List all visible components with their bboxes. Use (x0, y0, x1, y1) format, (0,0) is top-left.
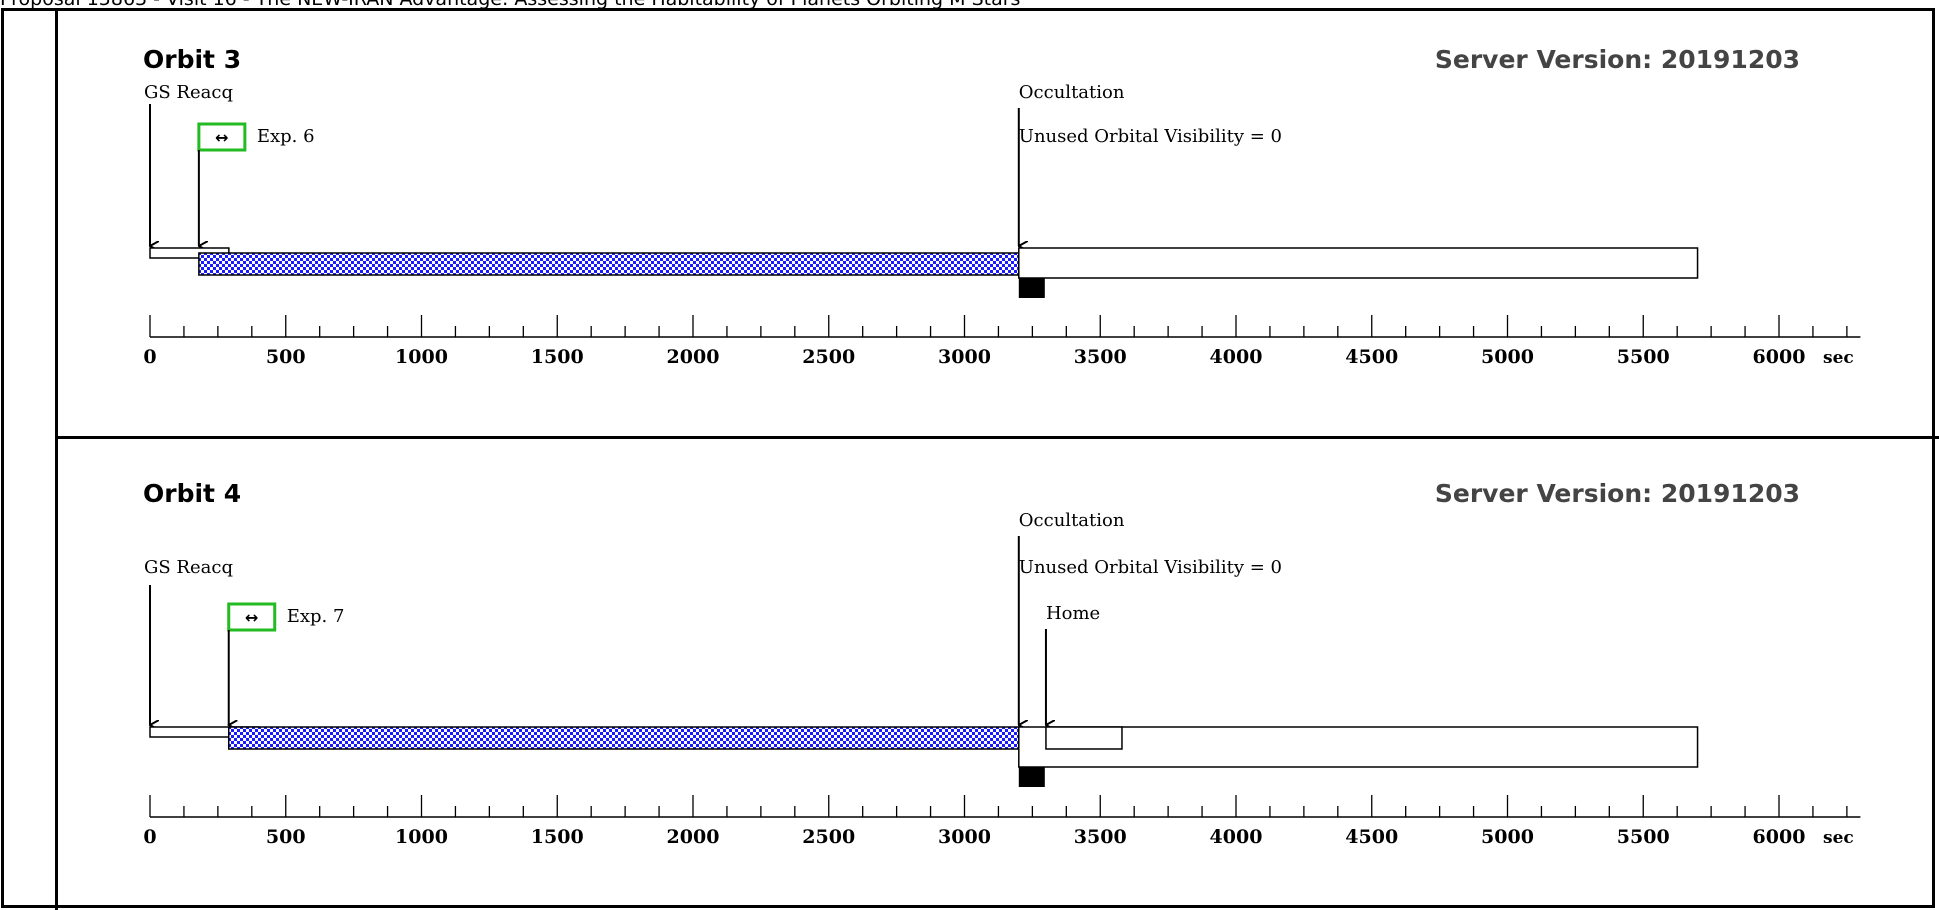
server-version: Server Version: 20191203 (1435, 479, 1800, 508)
exposure-icon: ↔ (215, 128, 228, 147)
tick-label: 0 (143, 826, 156, 848)
tick-label: 500 (266, 826, 306, 848)
unused-visibility-label: Unused Orbital Visibility = 0 (1019, 126, 1282, 147)
orbit-divider (55, 436, 1939, 439)
axis-unit-label: sec (1823, 348, 1854, 368)
exposure-label: Exp. 6 (257, 126, 315, 147)
exposure-box (227, 602, 277, 632)
tick-label: 4000 (1210, 826, 1263, 848)
exposure-bar (198, 252, 1020, 276)
tick-label: 3500 (1074, 826, 1127, 848)
tick-label: 3000 (938, 346, 991, 368)
tick-label: 2500 (802, 346, 855, 368)
tick-label: 3500 (1074, 346, 1127, 368)
tick-label: 4000 (1210, 346, 1263, 368)
occultation-label: Occultation (1019, 82, 1125, 103)
occultation-label: Occultation (1019, 510, 1125, 531)
orbit-title: Orbit 3 (143, 45, 241, 74)
home-label: Home (1046, 603, 1100, 624)
tick-label: 6000 (1753, 346, 1806, 368)
tick-label: 4500 (1345, 346, 1398, 368)
tick-label: 6000 (1753, 826, 1806, 848)
exposure-box (197, 122, 247, 152)
orbit-title: Orbit 4 (143, 479, 241, 508)
visibility-bar (1018, 247, 1699, 279)
tick-label: 5500 (1617, 346, 1670, 368)
orbit-panel-4: Orbit 4 Server Version: 20191203 GS Reacq ↔… (143, 479, 1861, 848)
tick-label: 1500 (531, 346, 584, 368)
timeline-frame (1, 8, 1935, 908)
tick-label: 1500 (531, 826, 584, 848)
exposure-bar (227, 726, 1020, 750)
tick-label: 500 (266, 346, 306, 368)
tick-label: 5500 (1617, 826, 1670, 848)
exposure-icon: ↔ (245, 608, 258, 627)
exposure-label: Exp. 7 (287, 606, 345, 627)
tick-label: 5000 (1481, 346, 1534, 368)
server-version: Server Version: 20191203 (1435, 45, 1800, 74)
tick-label: 4500 (1345, 826, 1398, 848)
tick-label: 1000 (395, 826, 448, 848)
occultation-block (1018, 767, 1045, 787)
axis-unit-label: sec (1823, 828, 1854, 848)
visibility-bar (1018, 726, 1699, 768)
occultation-block (1018, 278, 1045, 298)
tick-label: 3000 (938, 826, 991, 848)
tick-label: 2000 (667, 826, 720, 848)
proposal-title: Proposal 15863 - Visit 16 - The NEW-IRAN… (0, 0, 1020, 8)
tick-label: 1000 (395, 346, 448, 368)
left-margin-line (55, 8, 58, 910)
gs-reacq-label: GS Reacq (144, 82, 233, 103)
orbit-panel-3: Orbit 3 Server Version: 20191203 GS Reacq ↔… (143, 45, 1861, 368)
page-header: Proposal 15863 - Visit 16 - The NEW-IRAN… (0, 0, 1939, 8)
home-bar (1045, 726, 1123, 750)
tick-label: 2000 (667, 346, 720, 368)
tick-label: 5000 (1481, 826, 1534, 848)
tick-label: 0 (143, 346, 156, 368)
gs-reacq-label: GS Reacq (144, 557, 233, 578)
unused-visibility-label: Unused Orbital Visibility = 0 (1019, 557, 1282, 578)
tick-label: 2500 (802, 826, 855, 848)
